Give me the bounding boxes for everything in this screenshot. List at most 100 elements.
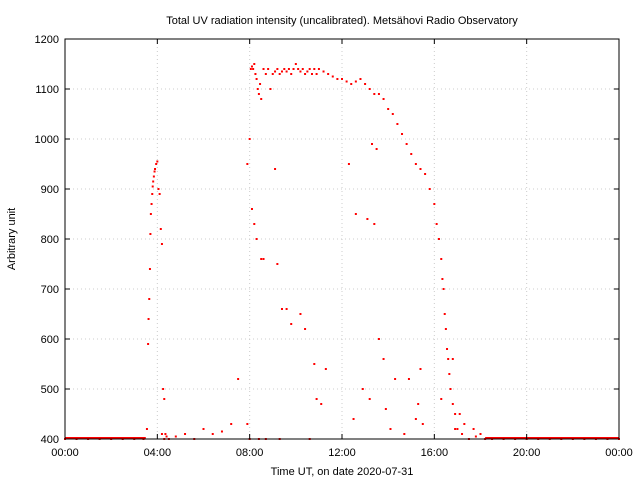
data-point xyxy=(290,323,293,325)
data-point xyxy=(290,73,293,75)
data-point xyxy=(313,68,316,70)
data-point xyxy=(149,213,152,215)
data-point xyxy=(442,288,445,290)
grid xyxy=(65,39,619,439)
data-point xyxy=(174,435,177,438)
data-point xyxy=(331,75,334,78)
data-point xyxy=(322,70,325,73)
data-point xyxy=(377,93,380,95)
data-point xyxy=(248,138,251,140)
data-point xyxy=(366,218,369,220)
data-point xyxy=(285,308,288,310)
data-point xyxy=(145,428,148,430)
x-tick-label: 00:00 xyxy=(605,447,633,459)
data-point xyxy=(454,428,457,430)
data-point xyxy=(424,173,427,175)
data-point xyxy=(297,68,300,70)
data-point xyxy=(259,83,262,85)
y-tick-label: 800 xyxy=(41,234,59,246)
x-tick-label: 08:00 xyxy=(236,447,264,459)
data-points xyxy=(64,63,620,440)
data-point xyxy=(152,175,155,178)
data-point xyxy=(299,70,302,73)
data-point xyxy=(382,358,385,360)
data-point xyxy=(327,73,330,75)
data-point xyxy=(341,78,343,80)
data-point xyxy=(184,433,187,435)
data-point xyxy=(446,348,449,350)
data-point xyxy=(147,318,150,320)
data-point xyxy=(472,428,475,430)
data-point xyxy=(401,133,404,135)
x-tick-label: 16:00 xyxy=(421,447,449,459)
data-point xyxy=(324,368,327,370)
data-point xyxy=(308,68,311,70)
data-point xyxy=(310,73,313,75)
data-point xyxy=(410,153,413,155)
x-tick-label: 20:00 xyxy=(513,447,541,459)
data-point xyxy=(451,403,454,405)
data-point xyxy=(313,363,316,365)
data-point xyxy=(315,73,318,75)
data-point xyxy=(306,70,309,73)
data-point xyxy=(373,93,376,95)
data-point xyxy=(250,208,253,210)
data-point xyxy=(250,65,253,68)
data-point xyxy=(287,68,290,70)
data-point xyxy=(414,418,417,420)
data-point xyxy=(254,73,257,75)
y-tick-label: 1100 xyxy=(35,84,59,96)
data-point xyxy=(417,403,420,405)
y-tick-label: 400 xyxy=(41,434,59,446)
data-point xyxy=(230,423,233,425)
data-point xyxy=(257,93,260,95)
data-point xyxy=(447,358,450,360)
data-point xyxy=(262,68,265,70)
data-point xyxy=(253,223,256,225)
data-point xyxy=(211,433,214,435)
data-point xyxy=(220,430,223,433)
data-point xyxy=(373,223,376,225)
data-point xyxy=(202,428,205,430)
x-axis-ticks: 00:00 04:00 08:00 12:00 16:00 20:00 00:00 xyxy=(51,39,633,459)
data-point xyxy=(160,433,163,435)
data-point xyxy=(246,423,249,425)
data-point xyxy=(377,338,380,340)
data-point xyxy=(159,228,162,230)
y-tick-label: 900 xyxy=(41,184,59,196)
x-axis-label: Time UT, on date 2020-07-31 xyxy=(271,466,414,478)
data-point xyxy=(299,313,302,315)
data-point xyxy=(414,163,417,165)
data-point xyxy=(354,213,357,215)
data-point xyxy=(148,268,151,270)
data-point xyxy=(336,78,339,80)
data-point xyxy=(276,263,279,265)
data-point xyxy=(405,143,408,145)
data-point xyxy=(151,185,154,188)
data-point xyxy=(419,168,422,170)
data-point xyxy=(253,63,256,65)
data-point xyxy=(347,163,350,165)
data-point xyxy=(260,98,263,100)
data-point xyxy=(458,413,461,415)
data-point xyxy=(407,378,410,380)
data-point xyxy=(449,388,452,390)
data-point xyxy=(345,80,348,83)
data-point xyxy=(246,163,249,165)
data-point xyxy=(255,78,258,80)
data-point xyxy=(317,68,320,70)
data-point xyxy=(391,113,394,115)
data-point xyxy=(157,188,160,190)
data-point xyxy=(256,88,259,90)
data-point xyxy=(274,168,277,170)
y-tick-label: 500 xyxy=(41,384,59,396)
data-point xyxy=(419,368,422,370)
y-axis-label: Arbitrary unit xyxy=(6,208,18,270)
data-point xyxy=(361,388,364,390)
y-axis-ticks: 400 500 600 700 800 900 1000 1100 1200 xyxy=(35,34,619,446)
data-point xyxy=(371,143,374,145)
data-point xyxy=(444,328,447,330)
data-point xyxy=(269,88,272,90)
data-point xyxy=(301,68,304,70)
